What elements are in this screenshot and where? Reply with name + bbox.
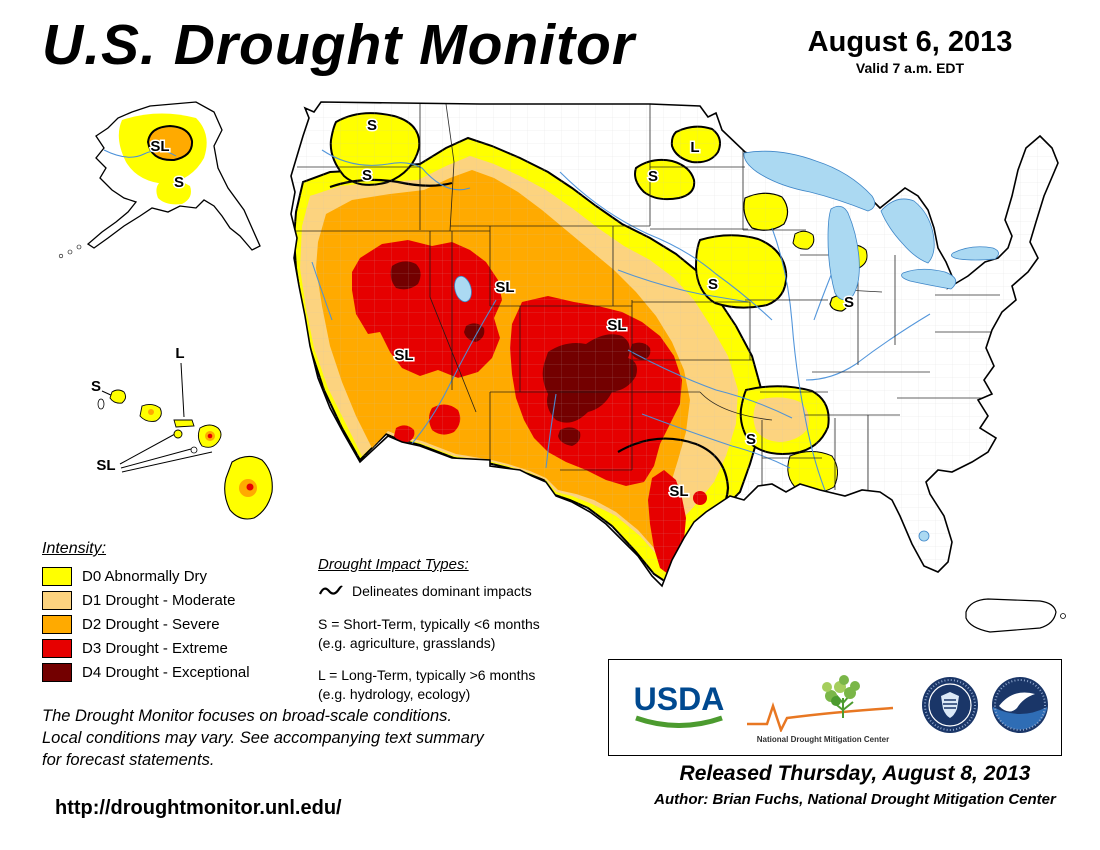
- disclaimer: The Drought Monitor focuses on broad-sca…: [42, 707, 484, 769]
- map-label-hawaii-s: S: [91, 378, 101, 395]
- legend-label: D0 Abnormally Dry: [82, 568, 208, 585]
- legend-item-d2: D2 Drought - Severe: [42, 615, 322, 634]
- logo-box: USDA National Drought Mitigation Center: [608, 659, 1062, 756]
- commerce-seal-logo: [921, 676, 979, 739]
- usda-logo: USDA: [629, 683, 729, 733]
- map-label-minnesota: L: [690, 139, 699, 156]
- impact-types-block: Drought Impact Types: Delineates dominan…: [318, 556, 618, 717]
- legend-label: D2 Drought - Severe: [82, 616, 220, 633]
- release-info: Released Thursday, August 8, 2013 Author…: [618, 762, 1092, 808]
- usda-logo-text: USDA: [633, 680, 725, 717]
- ndmc-caption: National Drought Mitigation Center: [756, 734, 890, 744]
- legend-label: D1 Drought - Moderate: [82, 592, 236, 609]
- page-title: U.S. Drought Monitor: [42, 13, 636, 77]
- legend-item-d3: D3 Drought - Extreme: [42, 639, 322, 658]
- legend-item-d4: D4 Drought - Exceptional: [42, 663, 322, 682]
- map-label-arkansas: S: [746, 431, 756, 448]
- long-term-definition: L = Long-Term, typically >6 months (e.g.…: [318, 666, 536, 702]
- map-label-illinois: S: [844, 294, 854, 311]
- d4-swatch: [42, 663, 72, 682]
- rivers: [311, 149, 931, 499]
- map-label-texas: SL: [669, 483, 688, 500]
- impact-labels: S S SL SL SL S L S S S SL SL S S L SL: [89, 116, 855, 502]
- delineates-label: Delineates dominant impacts: [352, 583, 532, 599]
- d3-swatch: [42, 639, 72, 658]
- map-label-hawaii-l: L: [175, 345, 184, 362]
- legend-label: D3 Drought - Extreme: [82, 640, 228, 657]
- impact-types-title: Drought Impact Types:: [318, 556, 469, 573]
- map-label-north-dakota: S: [648, 168, 658, 185]
- hawaii-inset: [97, 362, 273, 520]
- map-label-hawaii-sl: SL: [96, 457, 115, 474]
- map-date: August 6, 2013: [807, 26, 1013, 58]
- short-term-definition: S = Short-Term, typically <6 months (e.g…: [318, 616, 540, 651]
- d2-swatch: [42, 615, 72, 634]
- website-url: http://droughtmonitor.unl.edu/: [55, 797, 342, 819]
- contiguous-us: [290, 101, 1059, 588]
- commerce-seal-icon: [922, 677, 978, 733]
- usda-swoosh-icon: [635, 715, 723, 728]
- noaa-icon: [992, 677, 1048, 733]
- legend-item-d1: D1 Drought - Moderate: [42, 591, 322, 610]
- d0-swatch: [42, 567, 72, 586]
- noaa-logo: [991, 676, 1049, 739]
- map-label-alaska-s: S: [174, 174, 184, 191]
- valid-time: Valid 7 a.m. EDT: [855, 60, 965, 76]
- great-lakes: [454, 150, 999, 542]
- intensity-legend: Intensity: D0 Abnormally Dry D1 Drought …: [42, 540, 322, 687]
- d1-swatch: [42, 591, 72, 610]
- state-borders: [294, 103, 1000, 494]
- released-date: Released Thursday, August 8, 2013: [679, 762, 1031, 785]
- map-label-iowa: S: [708, 276, 718, 293]
- map-label-utah-wyoming: SL: [495, 279, 514, 296]
- ndmc-logo: National Drought Mitigation Center: [743, 672, 903, 744]
- date-block: August 6, 2013 Valid 7 a.m. EDT: [770, 26, 1050, 76]
- delineates-row: Delineates dominant impacts: [318, 583, 618, 599]
- legend-label: D4 Drought - Exceptional: [82, 664, 250, 681]
- map-label-nevada: SL: [394, 347, 413, 364]
- map-label-colorado: SL: [607, 317, 626, 334]
- map-label-alaska-sl: SL: [150, 138, 169, 155]
- map-label-washington: S: [367, 117, 377, 134]
- legend-item-d0: D0 Abnormally Dry: [42, 567, 322, 586]
- map-label-oregon: S: [362, 167, 372, 184]
- delineation-squiggle-icon: [318, 585, 343, 595]
- author-line: Author: Brian Fuchs, National Drought Mi…: [654, 791, 1056, 808]
- legend-title: Intensity:: [42, 540, 107, 557]
- alaska-inset: [58, 101, 261, 259]
- ndmc-tree-icon: [747, 674, 894, 733]
- puerto-rico-inset: [965, 598, 1066, 633]
